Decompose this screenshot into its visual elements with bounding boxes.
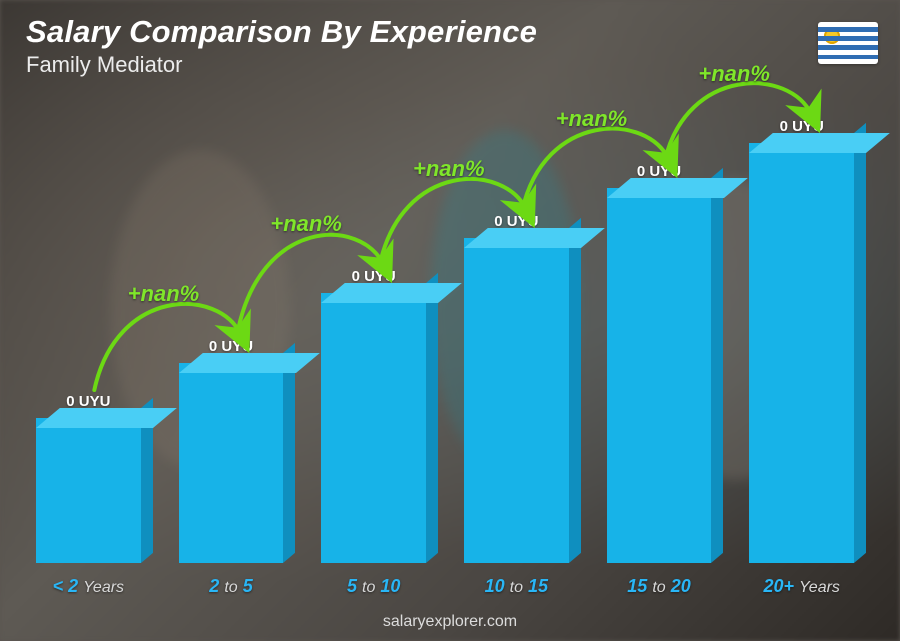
header: Salary Comparison By Experience Family M… bbox=[26, 14, 537, 78]
bar-2: 0 UYU bbox=[321, 268, 426, 563]
x-axis-label: < 2 Years bbox=[36, 576, 141, 597]
bar-shape bbox=[321, 293, 426, 563]
uruguay-flag-icon bbox=[818, 22, 878, 64]
growth-arc-label: +nan% bbox=[698, 61, 770, 87]
growth-arc-label: +nan% bbox=[413, 156, 485, 182]
chart-title: Salary Comparison By Experience bbox=[26, 14, 537, 50]
growth-arc-label: +nan% bbox=[270, 211, 342, 237]
x-axis: < 2 Years 2 to 5 5 to 10 10 to 15 15 to 20 20… bbox=[36, 576, 854, 597]
x-axis-label: 5 to 10 bbox=[321, 576, 426, 597]
bar-0: 0 UYU bbox=[36, 393, 141, 563]
x-axis-label: 10 to 15 bbox=[464, 576, 569, 597]
bar-3: 0 UYU bbox=[464, 213, 569, 563]
growth-arc-label: +nan% bbox=[556, 106, 628, 132]
chart-subtitle: Family Mediator bbox=[26, 52, 537, 78]
chart-container: Salary Comparison By Experience Family M… bbox=[0, 0, 900, 641]
bar-5: 0 UYU bbox=[749, 118, 854, 563]
growth-arc-label: +nan% bbox=[128, 281, 200, 307]
footer-attribution: salaryexplorer.com bbox=[0, 613, 900, 631]
bar-4: 0 UYU bbox=[607, 163, 712, 563]
bar-shape bbox=[179, 363, 284, 563]
x-axis-label: 15 to 20 bbox=[607, 576, 712, 597]
bar-shape bbox=[464, 238, 569, 563]
x-axis-label: 20+ Years bbox=[749, 576, 854, 597]
bar-shape bbox=[607, 188, 712, 563]
x-axis-label: 2 to 5 bbox=[179, 576, 284, 597]
bar-shape bbox=[749, 143, 854, 563]
bar-1: 0 UYU bbox=[179, 338, 284, 563]
bar-shape bbox=[36, 418, 141, 563]
